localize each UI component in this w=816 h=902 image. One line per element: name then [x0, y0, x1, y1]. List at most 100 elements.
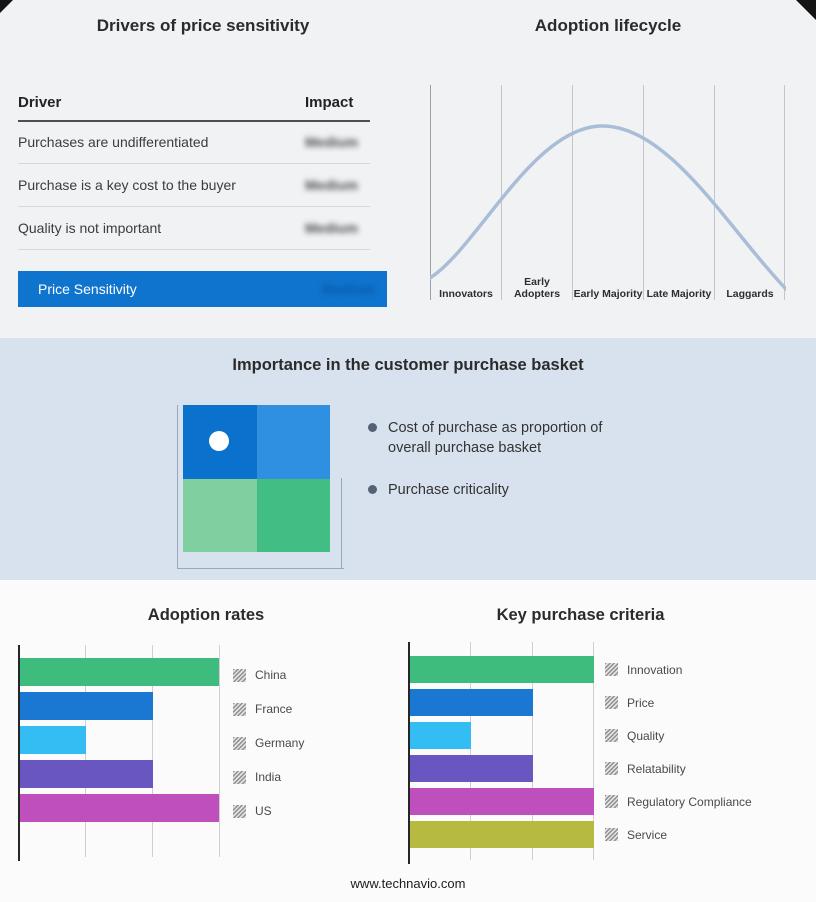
legend-swatch-icon	[233, 736, 246, 750]
legend-label: Relatability	[627, 761, 686, 776]
legend-label: Quality	[627, 728, 665, 743]
gridline	[219, 645, 220, 857]
impact-value-redacted: Medium	[322, 281, 375, 297]
drivers-panel-title: Drivers of price sensitivity	[96, 16, 310, 35]
quadrant-axis-right-segment	[341, 478, 342, 569]
driver-table-row: Purchases are undifferentiated Medium	[18, 121, 370, 164]
legend-swatch-icon	[605, 729, 618, 742]
legend-label: US	[255, 804, 272, 818]
adoption-rates-chart	[18, 645, 220, 861]
legend-swatch-icon	[605, 663, 618, 676]
gridline	[532, 642, 533, 860]
legend-label: Innovation	[627, 662, 683, 677]
legend-label: Regulatory Compliance	[627, 794, 752, 809]
key-purchase-criteria-chart	[408, 642, 594, 864]
legend-item: Germany	[233, 726, 304, 760]
bell-curve	[430, 124, 786, 291]
legend-item: India	[233, 760, 304, 794]
bar-service	[410, 821, 594, 848]
gridline	[501, 85, 502, 300]
gridline	[784, 85, 785, 300]
bar-germany	[20, 726, 87, 754]
stage-label-early-adopters: Early Adopters	[513, 275, 561, 300]
driver-table-row: Purchase is a key cost to the buyer Medi…	[18, 164, 370, 207]
legend-swatch-icon	[233, 804, 246, 818]
quadrant-top-right	[256, 405, 330, 479]
bar-us	[20, 794, 219, 822]
top-section: Drivers of price sensitivity Driver Impa…	[0, 0, 816, 338]
bullet-text: Cost of purchase as proportion of overal…	[388, 420, 603, 456]
legend-swatch-icon	[605, 762, 618, 775]
bar-france	[20, 692, 153, 720]
bar-group	[410, 656, 594, 854]
quadrant-bottom-right	[256, 478, 330, 552]
impact-value-redacted: Medium	[305, 220, 358, 236]
legend-item: Innovation	[605, 653, 752, 686]
bar-regulatory-compliance	[410, 788, 594, 815]
bar-price	[410, 689, 533, 716]
driver-label: Purchase is a key cost to the buyer	[18, 177, 236, 193]
position-marker-dot	[209, 431, 229, 451]
stage-label-early-majority: Early Majority	[573, 287, 643, 300]
gridline	[152, 645, 153, 857]
legend-label: China	[255, 668, 287, 682]
bullet-icon	[368, 485, 377, 494]
legend-item: US	[233, 794, 304, 828]
page-corner-mark-right	[796, 0, 816, 20]
key-purchase-criteria-legend: Innovation Price Quality Relatability Re…	[605, 642, 752, 851]
legend-label: France	[255, 702, 293, 716]
quadrant-bottom-left	[183, 478, 257, 552]
driver-table-row: Quality is not important Medium	[18, 207, 370, 250]
legend-swatch-icon	[233, 668, 246, 682]
bar-quality	[410, 722, 472, 749]
bullet-text: Purchase criticality	[388, 482, 509, 498]
stage-label-laggards: Laggards	[726, 287, 774, 300]
adoption-lifecycle-chart: Innovators Early Adopters Early Majority…	[430, 85, 786, 300]
stage-label-innovators: Innovators	[439, 287, 493, 300]
lifecycle-panel-title: Adoption lifecycle	[534, 16, 682, 35]
gridline	[643, 85, 644, 300]
legend-swatch-icon	[605, 696, 618, 709]
impact-value-redacted: Medium	[305, 134, 358, 150]
bullet-item: Purchase criticality	[368, 480, 636, 500]
adoption-rates-title: Adoption rates	[147, 606, 265, 624]
basket-section-title: Importance in the customer purchase bask…	[232, 356, 584, 374]
adoption-rates-legend: China France Germany India US	[233, 645, 304, 828]
price-sensitivity-label: Price Sensitivity	[38, 281, 137, 297]
legend-label: Service	[627, 827, 668, 842]
quadrant-axis-horizontal	[177, 568, 344, 569]
quadrant-axis-vertical	[177, 405, 178, 569]
legend-item: China	[233, 658, 304, 692]
axis-line	[430, 85, 431, 300]
bullet-icon	[368, 423, 377, 432]
legend-item: Service	[605, 818, 752, 851]
footer-url: www.technavio.com	[350, 876, 466, 891]
legend-swatch-icon	[233, 770, 246, 784]
legend-swatch-icon	[605, 828, 618, 841]
bar-relatability	[410, 755, 533, 782]
bar-innovation	[410, 656, 594, 683]
legend-item: France	[233, 692, 304, 726]
gridline	[572, 85, 573, 300]
impact-column-header: Impact	[305, 94, 354, 111]
stage-label-late-majority: Late Majority	[646, 287, 712, 300]
legend-swatch-icon	[605, 795, 618, 808]
gridline	[714, 85, 715, 300]
bar-group	[20, 658, 219, 828]
purchase-basket-quadrant	[183, 405, 330, 552]
legend-item: Relatability	[605, 752, 752, 785]
legend-item: Price	[605, 686, 752, 719]
legend-label: Price	[627, 695, 655, 710]
driver-label: Purchases are undifferentiated	[18, 134, 209, 150]
legend-item: Quality	[605, 719, 752, 752]
bottom-section: Adoption rates China France	[0, 580, 816, 902]
legend-swatch-icon	[233, 702, 246, 716]
gridline	[470, 642, 471, 860]
key-purchase-criteria-title: Key purchase criteria	[496, 606, 665, 624]
driver-label: Quality is not important	[18, 220, 162, 236]
driver-column-header: Driver	[18, 94, 62, 111]
bar-india	[20, 760, 153, 788]
drivers-table-header: Driver Impact	[18, 94, 370, 122]
gridline	[593, 642, 594, 860]
